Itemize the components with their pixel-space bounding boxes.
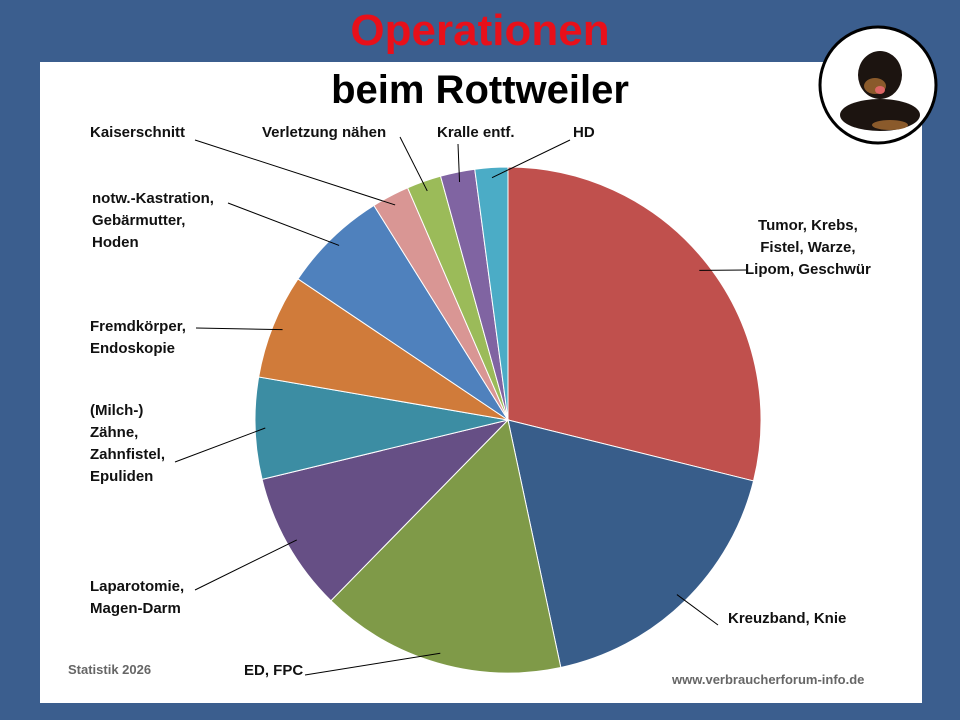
leader-line	[227, 202, 340, 246]
leader-line	[676, 594, 719, 626]
slice-label: ED, FPC	[244, 662, 304, 679]
slice-label: Kralle entf.	[437, 124, 515, 141]
slice-label: (Milch-) Zähne, Zahnfistel, Epuliden	[90, 402, 166, 485]
pie-slice	[507, 166, 762, 482]
slice-label: Tumor, Krebs, Fistel, Warze, Lipom, Gesc…	[745, 217, 871, 278]
source-note: Statistik 2026	[68, 662, 152, 677]
pie-slice	[474, 166, 509, 421]
leader-line	[194, 139, 396, 206]
leader-line	[491, 139, 571, 179]
slice-label: Kaiserschnitt	[90, 124, 186, 141]
pie-slice	[297, 204, 509, 421]
slice-label: Kreuzband, Knie	[728, 610, 847, 627]
slice-label: notw.-Kastration, Gebärmutter, Hoden	[92, 190, 214, 251]
leader-line	[457, 143, 461, 183]
pie-slice	[330, 418, 562, 674]
pie-slice	[507, 419, 755, 669]
leader-line	[399, 136, 428, 192]
leader-line	[304, 652, 441, 676]
slice-label: Verletzung nähen	[262, 124, 387, 141]
pie-slice	[261, 419, 510, 602]
dog-icon	[818, 25, 938, 145]
leader-line	[174, 427, 266, 463]
chart-subtitle: beim Rottweiler	[331, 68, 629, 112]
slice-label: HD	[573, 124, 595, 141]
slice-label: Laparotomie, Magen-Darm	[90, 578, 185, 617]
leader-line	[194, 539, 297, 591]
pie-slice	[258, 278, 509, 421]
slice-label: Fremdkörper, Endoskopie	[90, 318, 186, 357]
leader-line	[195, 327, 283, 331]
website: www.verbraucherforum-info.de	[672, 672, 865, 687]
chart-title: Operationen	[350, 6, 610, 55]
